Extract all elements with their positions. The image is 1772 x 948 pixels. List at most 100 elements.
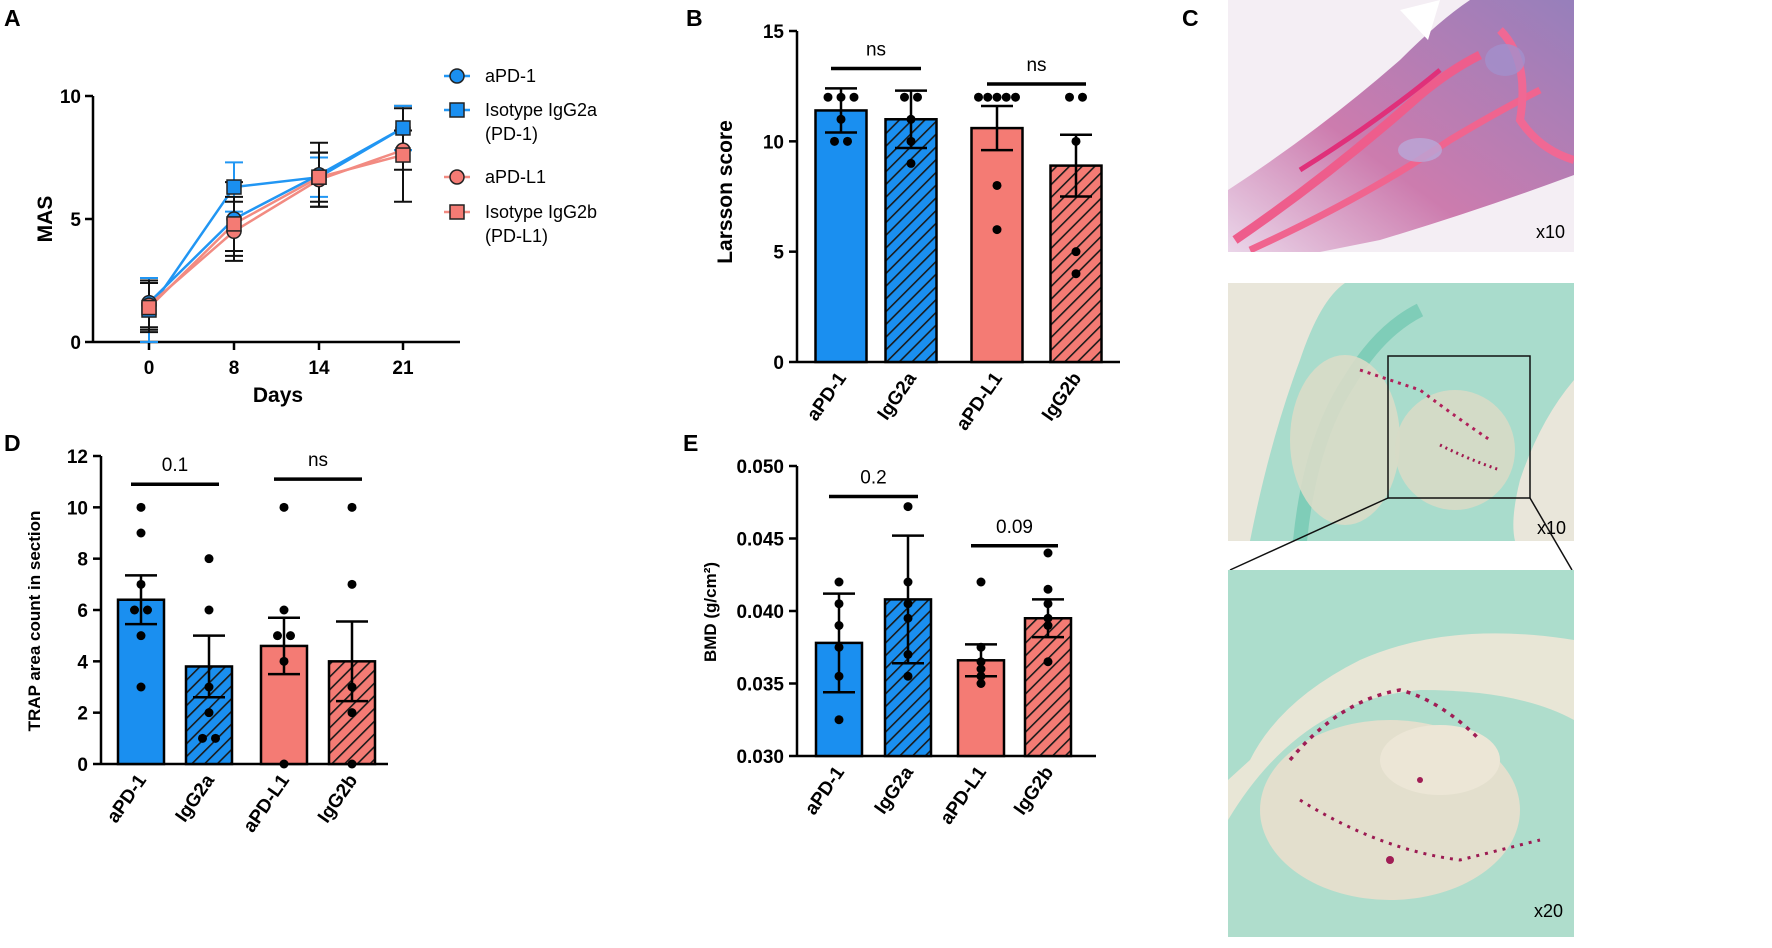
chart-b-data-point (1071, 136, 1081, 146)
chart-a-xtick-label: 21 (392, 358, 414, 379)
chart-e-comparison-label: 0.2 (860, 467, 886, 488)
chart-b-data-point (1071, 247, 1081, 257)
chart-a-xtick-label: 0 (144, 358, 155, 379)
chart-d: 0 2 4 6 8 10 12 aPD-1 IgG2a aPD-L1 IgG2b 0.1 ns TRAP… (25, 447, 388, 836)
chart-d-comparison-label: 0.1 (162, 455, 188, 476)
chart-b-bar (1049, 164, 1103, 364)
chart-e-data-point (903, 671, 913, 681)
chart-b-data-point (983, 92, 993, 102)
chart-e-data-point (976, 657, 986, 667)
chart-d-xtick-label: IgG2b (314, 771, 362, 827)
panel-label-b: B (686, 5, 703, 31)
chart-d-data-point (347, 682, 357, 692)
chart-b-data-point (992, 225, 1002, 235)
chart-e-ylabel: BMD (g/cm²) (701, 562, 720, 662)
legend-label-sub: (PD-1) (485, 124, 538, 144)
chart-e-ytick-label: 0.040 (736, 602, 784, 623)
chart-d-data-point (204, 708, 214, 718)
chart-e-data-point (834, 621, 844, 630)
chart-a-point (395, 120, 411, 136)
chart-d-ytick-label: 4 (77, 652, 88, 673)
chart-a-xtick-label: 14 (308, 358, 330, 379)
chart-a-series-line (148, 153, 404, 309)
chart-b-data-point (906, 114, 916, 124)
legend-label: aPD-L1 (485, 167, 546, 187)
zoom-guide-left (1229, 497, 1389, 571)
chart-a-point (395, 147, 411, 163)
chart-d-data-point (136, 631, 146, 641)
chart-d-data-point (136, 682, 146, 692)
chart-b-bar (884, 118, 938, 364)
chart-d-data-point (136, 579, 146, 589)
micrograph-trap-zoom: x20 (1228, 570, 1574, 937)
chart-d-data-point (347, 502, 357, 512)
micrograph-3-magnification: x20 (1534, 901, 1563, 921)
chart-e-bar (1023, 617, 1073, 758)
chart-b-data-point (849, 92, 859, 102)
chart-d-data-point (347, 708, 357, 718)
chart-b-data-point (913, 92, 922, 102)
chart-e-data-point (834, 715, 844, 725)
chart-d-data-point (204, 554, 214, 564)
chart-d-data-point (204, 605, 214, 615)
chart-a-series-line (148, 126, 404, 304)
chart-b-data-point (836, 92, 846, 102)
legend-marker (449, 169, 465, 185)
chart-e-xtick-label: aPD-L1 (936, 762, 991, 828)
chart-e-ytick-label: 0.050 (736, 457, 784, 478)
chart-e-data-point (834, 642, 844, 652)
chart-d-data-point (347, 759, 357, 769)
chart-b-comparison-label: ns (866, 40, 886, 61)
chart-e-ytick-label: 0.030 (736, 747, 784, 768)
chart-e-data-point (976, 577, 986, 587)
chart-e-ytick-label: 0.045 (736, 530, 784, 551)
chart-e-data-point (976, 671, 986, 681)
chart-e-comparison-label: 0.09 (996, 517, 1033, 538)
chart-e-data-point (903, 613, 913, 623)
chart-e-data-point (834, 577, 844, 587)
chart-b-xtick-label: IgG2a (874, 368, 922, 424)
chart-b-ytick-label: 15 (763, 22, 785, 43)
legend-label: aPD-1 (485, 66, 536, 86)
chart-b-bar (814, 109, 868, 364)
chart-d-xtick-label: IgG2a (172, 770, 220, 826)
chart-d-data-point (136, 502, 146, 512)
chart-e-data-point (903, 502, 913, 512)
chart-d-ylabel: TRAP area count in section (25, 511, 44, 732)
chart-d-ytick-label: 2 (77, 704, 88, 725)
chart-d-data-point (279, 759, 289, 769)
chart-d-data-point (279, 502, 289, 512)
chart-e-xtick-label: IgG2b (1010, 763, 1058, 819)
chart-b: 0 5 10 15 aPD-1 IgG2a aPD-L1 IgG2b ns ns Larsson … (714, 22, 1120, 434)
chart-e-data-point (834, 671, 844, 681)
chart-e-data-point (834, 599, 844, 609)
chart-b-data-point (836, 114, 846, 124)
chart-e-data-point (1043, 613, 1053, 623)
chart-d-ytick-label: 8 (77, 550, 88, 571)
chart-b-data-point (843, 136, 852, 146)
chart-d-data-point (130, 605, 139, 615)
zoom-guide-right (1529, 497, 1573, 571)
chart-e-data-point (1043, 599, 1053, 609)
chart-a-ylabel: MAS (34, 196, 57, 243)
chart-e-data-point (976, 664, 986, 674)
chart-a-series-line (148, 148, 404, 307)
chart-d-comparison-label: ns (308, 450, 328, 471)
chart-d-data-point (198, 733, 207, 743)
chart-b-data-point (1071, 269, 1081, 279)
chart-d-xtick-label: aPD-L1 (239, 770, 294, 836)
chart-a-point (226, 216, 242, 232)
panel-label-d: D (4, 430, 21, 456)
chart-d-data-point (204, 682, 214, 692)
chart-e-data-point (903, 599, 913, 609)
chart-d-ytick-label: 12 (67, 447, 88, 468)
chart-b-data-point (830, 136, 839, 146)
chart-e-data-point (1043, 584, 1053, 594)
chart-e-data-point (1043, 548, 1053, 558)
chart-e-data-point (903, 650, 913, 659)
chart-d-data-point (279, 656, 289, 666)
chart-b-comparison-label: ns (1026, 55, 1046, 76)
chart-b-xtick-label: aPD-L1 (952, 368, 1007, 434)
chart-a-series-line (147, 126, 404, 311)
chart-b-ytick-label: 10 (763, 132, 784, 153)
